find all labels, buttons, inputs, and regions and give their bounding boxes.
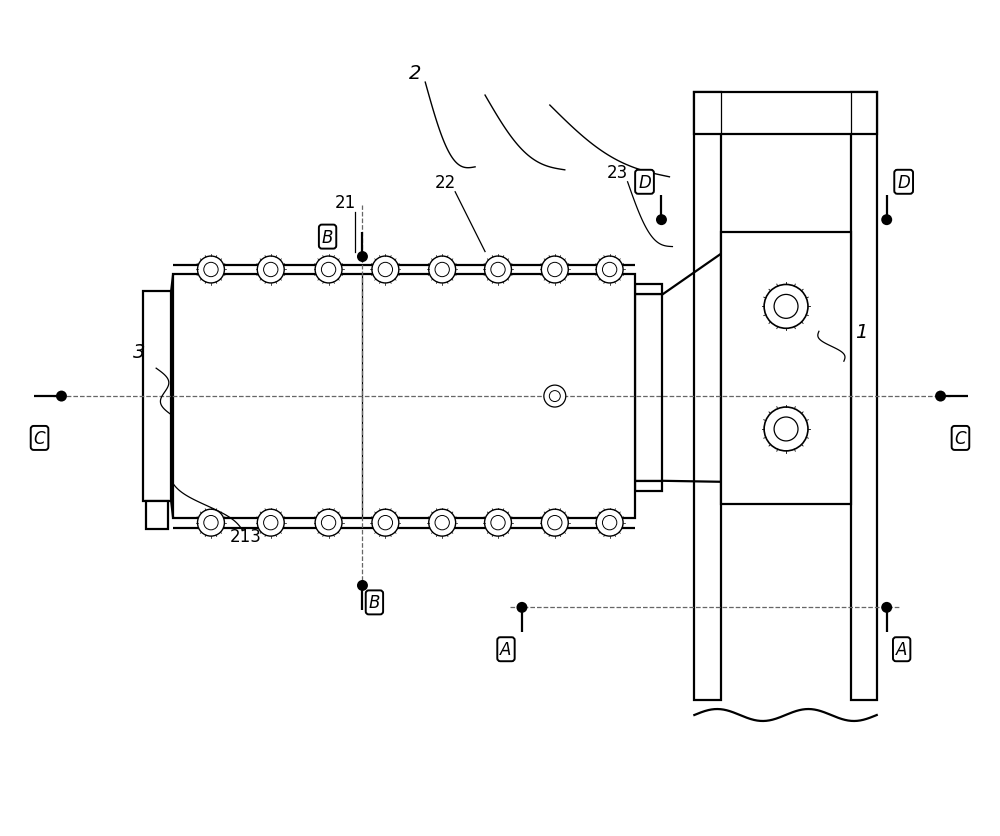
Circle shape — [774, 417, 798, 441]
Circle shape — [372, 510, 399, 537]
Text: 21: 21 — [335, 193, 356, 212]
Bar — [851, 93, 877, 701]
Circle shape — [264, 263, 278, 278]
Text: D: D — [638, 174, 651, 191]
Circle shape — [596, 257, 623, 283]
Circle shape — [56, 391, 67, 402]
Text: C: C — [34, 430, 45, 447]
Text: 23: 23 — [607, 164, 628, 181]
Circle shape — [357, 252, 368, 263]
Circle shape — [257, 257, 284, 283]
Circle shape — [321, 263, 336, 278]
Circle shape — [881, 602, 892, 613]
Circle shape — [435, 263, 449, 278]
Circle shape — [491, 516, 505, 530]
Text: 3: 3 — [133, 342, 145, 361]
Text: 2: 2 — [409, 64, 421, 83]
Circle shape — [596, 510, 623, 537]
Circle shape — [774, 295, 798, 319]
Text: C: C — [955, 430, 966, 447]
Bar — [721, 232, 851, 504]
Circle shape — [602, 516, 617, 530]
Bar — [173, 275, 635, 518]
Circle shape — [321, 516, 336, 530]
Bar — [694, 93, 877, 135]
Circle shape — [544, 385, 566, 407]
Circle shape — [764, 407, 808, 451]
Circle shape — [935, 391, 946, 402]
Bar — [635, 295, 662, 482]
Circle shape — [485, 257, 511, 283]
Circle shape — [429, 257, 456, 283]
Circle shape — [315, 257, 342, 283]
Text: B: B — [369, 594, 380, 612]
Circle shape — [881, 215, 892, 226]
Circle shape — [357, 580, 368, 591]
Circle shape — [491, 263, 505, 278]
Circle shape — [516, 602, 527, 613]
Circle shape — [429, 510, 456, 537]
Circle shape — [541, 257, 568, 283]
Circle shape — [764, 285, 808, 329]
Bar — [635, 482, 662, 492]
Circle shape — [372, 257, 399, 283]
Text: 213: 213 — [230, 527, 262, 545]
Circle shape — [378, 263, 393, 278]
Circle shape — [198, 510, 224, 537]
Bar — [694, 93, 721, 701]
Circle shape — [602, 263, 617, 278]
Text: D: D — [897, 174, 910, 191]
Circle shape — [257, 510, 284, 537]
Circle shape — [541, 510, 568, 537]
Circle shape — [315, 510, 342, 537]
Circle shape — [485, 510, 511, 537]
Text: B: B — [322, 228, 333, 247]
Circle shape — [264, 516, 278, 530]
Text: 1: 1 — [855, 323, 867, 341]
Bar — [635, 285, 662, 295]
Bar — [146, 501, 168, 529]
Circle shape — [656, 215, 667, 226]
Text: A: A — [500, 640, 512, 659]
Circle shape — [548, 263, 562, 278]
Circle shape — [204, 516, 218, 530]
Bar — [143, 292, 171, 501]
Circle shape — [548, 516, 562, 530]
Circle shape — [198, 257, 224, 283]
Circle shape — [549, 391, 560, 402]
Circle shape — [204, 263, 218, 278]
Circle shape — [378, 516, 393, 530]
Text: A: A — [896, 640, 907, 659]
Text: 22: 22 — [435, 174, 456, 191]
Circle shape — [435, 516, 449, 530]
